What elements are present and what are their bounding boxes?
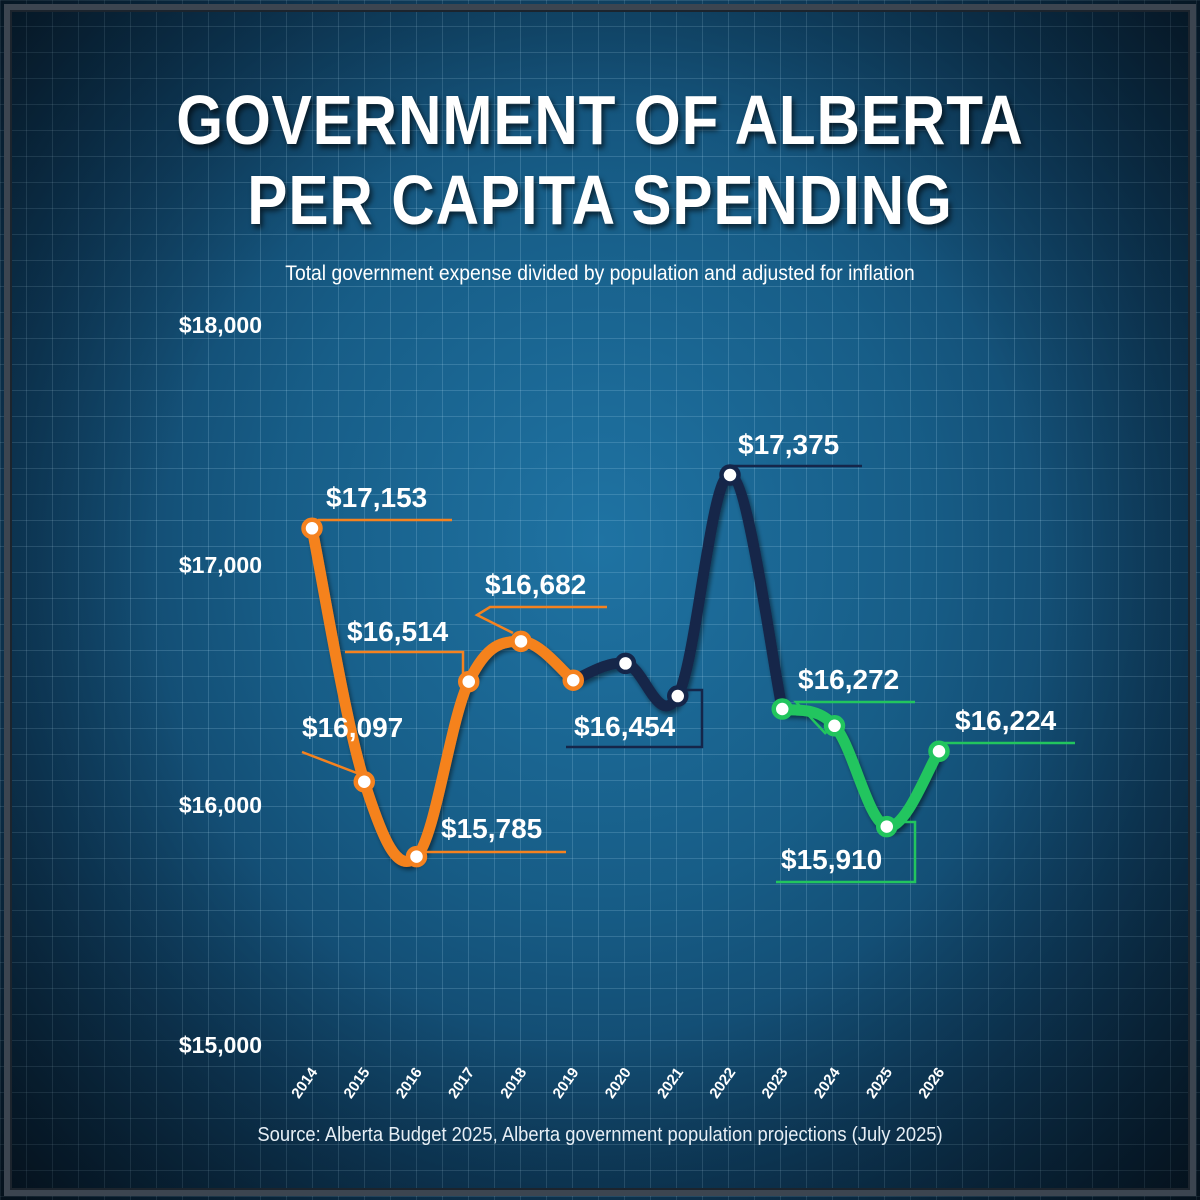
frame-border [4, 4, 1196, 1196]
label-callout-line [566, 688, 704, 749]
data-label: $16,224 [955, 705, 1057, 736]
label-callout-line [301, 750, 363, 777]
x-tick-label: 2014 [288, 1064, 321, 1102]
label-callout-line [793, 700, 915, 735]
x-tick-label: 2019 [549, 1065, 582, 1102]
data-point [405, 845, 428, 868]
data-point [562, 669, 584, 691]
y-axis: $15,000 $16,000 $17,000 $18,000 [179, 312, 262, 1058]
data-point [771, 698, 793, 720]
data-label: $17,153 [326, 482, 427, 513]
data-point [614, 652, 637, 675]
data-point [510, 630, 532, 653]
label-callout-line [474, 605, 607, 635]
x-axis: 2014 2015 2016 2017 2018 2019 2020 2021 2022 2023… [288, 1064, 948, 1102]
y-tick-label: $17,000 [179, 552, 262, 578]
data-label: $16,272 [798, 664, 899, 695]
y-tick-label: $15,000 [179, 1032, 262, 1058]
x-tick-label: 2024 [811, 1064, 844, 1102]
data-point [928, 740, 950, 762]
data-label: $17,375 [738, 429, 839, 460]
label-callouts [301, 464, 1075, 884]
title-line-2: PER CAPITA SPENDING [247, 161, 953, 239]
x-tick-label: 2015 [340, 1065, 373, 1102]
x-tick-label: 2016 [393, 1065, 426, 1102]
x-tick-label: 2021 [654, 1065, 687, 1102]
data-point [667, 685, 689, 707]
data-point [458, 670, 480, 693]
data-points [301, 464, 950, 868]
y-tick-label: $18,000 [179, 312, 262, 338]
data-label: $16,097 [302, 712, 403, 743]
data-label: $16,514 [347, 616, 449, 647]
data-label: $16,682 [485, 569, 586, 600]
title-line-1: GOVERNMENT OF ALBERTA [176, 81, 1024, 159]
data-point [353, 770, 375, 793]
x-tick-label: 2017 [445, 1065, 478, 1102]
data-point [823, 715, 846, 737]
data-point [301, 517, 323, 540]
data-label: $15,785 [441, 813, 542, 844]
y-tick-label: $16,000 [179, 792, 262, 818]
source-note: Source: Alberta Budget 2025, Alberta gov… [257, 1124, 943, 1146]
label-callout-line [345, 650, 465, 676]
series-line-segment [567, 469, 788, 715]
data-point [719, 464, 741, 486]
x-tick-label: 2025 [863, 1065, 896, 1102]
x-tick-label: 2026 [915, 1065, 948, 1102]
x-tick-label: 2020 [602, 1065, 635, 1102]
x-tick-label: 2018 [497, 1065, 530, 1102]
x-tick-label: 2022 [706, 1065, 739, 1102]
data-point [876, 815, 898, 838]
data-labels: $17,153 $16,097 $15,785 $16,514 $16,682 $16,4… [302, 429, 1057, 875]
x-tick-label: 2023 [758, 1065, 791, 1102]
data-label: $15,910 [781, 844, 882, 875]
series-line-segment [776, 703, 945, 833]
data-label: $16,454 [574, 711, 676, 742]
chart-subtitle: Total government expense divided by popu… [285, 262, 915, 285]
